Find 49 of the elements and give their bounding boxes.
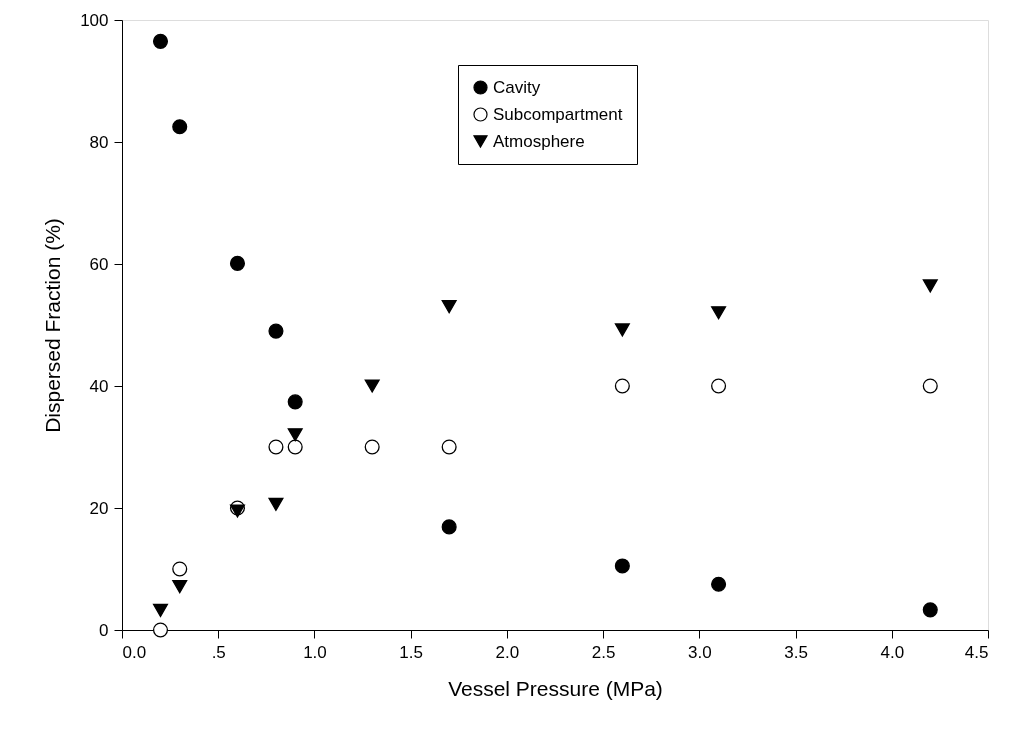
y-tick-label: 0: [99, 620, 109, 640]
point: [922, 602, 938, 618]
point: [614, 378, 630, 394]
y-tick-label: 100: [80, 10, 109, 30]
x-tick-label: 0.0: [122, 642, 147, 662]
point: [152, 603, 169, 618]
x-tick-label: 1.0: [303, 642, 327, 662]
x-tick-label: 1.5: [399, 642, 423, 662]
point: [287, 439, 303, 455]
y-tick-label: 80: [89, 132, 109, 152]
point: [441, 519, 457, 535]
y-tick-label: 20: [89, 498, 109, 518]
point: [287, 428, 303, 442]
point: [711, 378, 727, 394]
x-tick-label: 2.5: [591, 642, 616, 662]
y-tick-label: 40: [89, 376, 109, 396]
point: [172, 561, 188, 577]
point: [268, 439, 284, 455]
legend-label: Atmosphere: [493, 131, 585, 151]
point: [364, 379, 380, 393]
point: [614, 558, 630, 574]
legend-label: Cavity: [493, 77, 541, 97]
x-tick-label: 3.5: [784, 642, 808, 662]
point: [172, 119, 188, 135]
point: [441, 300, 457, 314]
x-tick-label: 3.0: [688, 642, 712, 662]
point: [268, 497, 284, 511]
point: [441, 439, 457, 455]
point: [287, 394, 303, 410]
x-tick-label: 4.0: [880, 642, 905, 662]
x-tick-label: 2.0: [495, 642, 520, 662]
y-axis-title: Dispersed Fraction (%): [41, 218, 65, 433]
point: [922, 279, 938, 293]
x-axis-title: Vessel Pressure (MPa): [448, 676, 663, 700]
legend-label: Subcompartment: [493, 104, 623, 124]
point: [268, 323, 284, 339]
point: [711, 306, 727, 320]
point: [922, 378, 938, 394]
point: [229, 255, 246, 271]
point: [229, 504, 246, 518]
point: [172, 580, 188, 594]
point: [152, 622, 169, 638]
x-tick-label: 4.5: [964, 642, 989, 662]
x-tick-label: .5: [211, 642, 226, 662]
y-tick-label: 60: [89, 254, 109, 274]
point: [364, 439, 380, 455]
point: [711, 576, 727, 592]
point: [152, 33, 169, 49]
point: [614, 323, 630, 337]
